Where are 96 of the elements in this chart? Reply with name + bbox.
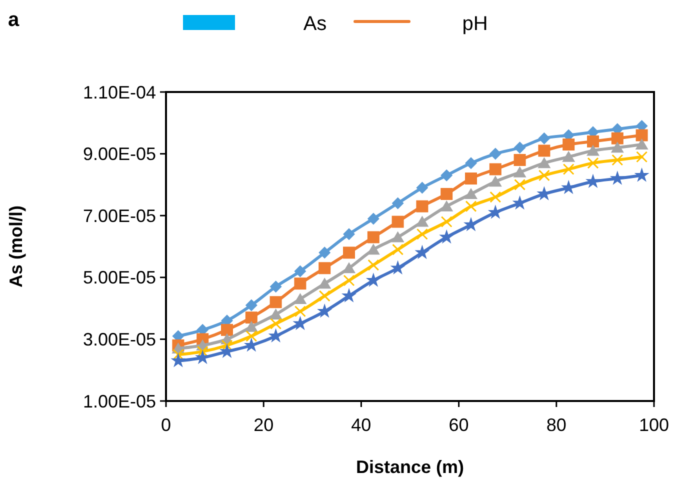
point [587, 157, 599, 169]
point [342, 262, 356, 274]
point [538, 144, 550, 157]
point [488, 204, 503, 219]
x-tick-label: 60 [448, 415, 469, 435]
point [611, 132, 624, 144]
point [610, 170, 625, 185]
point [343, 274, 355, 286]
point [367, 231, 380, 244]
point [318, 290, 330, 302]
text: As [303, 13, 327, 35]
y-tick-label: 7.00E-05 [82, 206, 156, 226]
point [294, 306, 306, 318]
point [246, 330, 258, 342]
point [366, 244, 380, 255]
point [440, 200, 454, 212]
point [416, 228, 428, 240]
point [343, 246, 355, 259]
point [392, 216, 404, 228]
point [465, 172, 477, 185]
point [538, 157, 551, 168]
point [416, 182, 428, 194]
point [439, 229, 454, 244]
point [514, 178, 526, 190]
point [514, 142, 526, 154]
point [463, 216, 479, 232]
point [221, 324, 233, 336]
x-tick-label: 80 [546, 415, 566, 435]
text: pH [462, 13, 488, 35]
x-tick-label: 40 [351, 415, 372, 435]
point [270, 318, 282, 330]
point [488, 176, 502, 187]
point [465, 200, 477, 212]
point [170, 352, 186, 368]
point [244, 320, 258, 332]
point [367, 212, 380, 225]
x-tick-label: 100 [638, 415, 670, 435]
point [636, 129, 648, 142]
point [343, 228, 355, 240]
point [392, 244, 404, 256]
point [440, 169, 453, 182]
point [294, 278, 306, 290]
point [270, 280, 282, 293]
point [489, 148, 502, 160]
point [513, 166, 526, 178]
point [368, 259, 380, 271]
point [514, 154, 526, 166]
point [366, 272, 381, 287]
y-tick-label: 1.10E-04 [82, 82, 156, 102]
y-tick-label: 1.00E-05 [82, 391, 156, 412]
point [416, 200, 428, 212]
point [562, 138, 575, 151]
point [489, 163, 502, 176]
point [416, 216, 429, 227]
point [612, 154, 624, 166]
point [269, 308, 282, 320]
point [635, 138, 648, 150]
point [562, 164, 574, 175]
point [391, 231, 404, 242]
point [538, 132, 550, 144]
y-tick-label: 3.00E-05 [82, 330, 156, 350]
y-tick-label: 5.00E-05 [82, 268, 156, 288]
point [585, 174, 601, 188]
x-tick-label: 0 [160, 415, 172, 435]
x-axis-title: Distance (m) [356, 457, 464, 477]
point [414, 244, 430, 260]
point [562, 150, 576, 162]
point [245, 299, 258, 312]
point [538, 170, 550, 182]
point [317, 303, 332, 318]
point [294, 265, 306, 278]
point [390, 260, 406, 275]
point [440, 188, 453, 200]
point [634, 168, 650, 182]
x-tick-label: 20 [254, 415, 274, 435]
point [586, 144, 600, 156]
point [636, 151, 648, 163]
point [318, 262, 331, 274]
point [318, 278, 332, 289]
point [318, 246, 331, 259]
point [245, 312, 258, 324]
point [587, 135, 599, 148]
point [292, 316, 308, 330]
point [440, 216, 452, 228]
point [464, 188, 478, 199]
point [490, 191, 502, 203]
point [294, 293, 307, 304]
point [268, 328, 284, 342]
y-tick-label: 9.00E-05 [82, 144, 156, 164]
point [270, 296, 282, 308]
point [465, 157, 477, 170]
point [341, 288, 357, 302]
point [610, 142, 624, 153]
y-axis-title: As (mol/l) [6, 205, 26, 288]
point [392, 197, 404, 210]
chart-title: a [8, 9, 20, 31]
